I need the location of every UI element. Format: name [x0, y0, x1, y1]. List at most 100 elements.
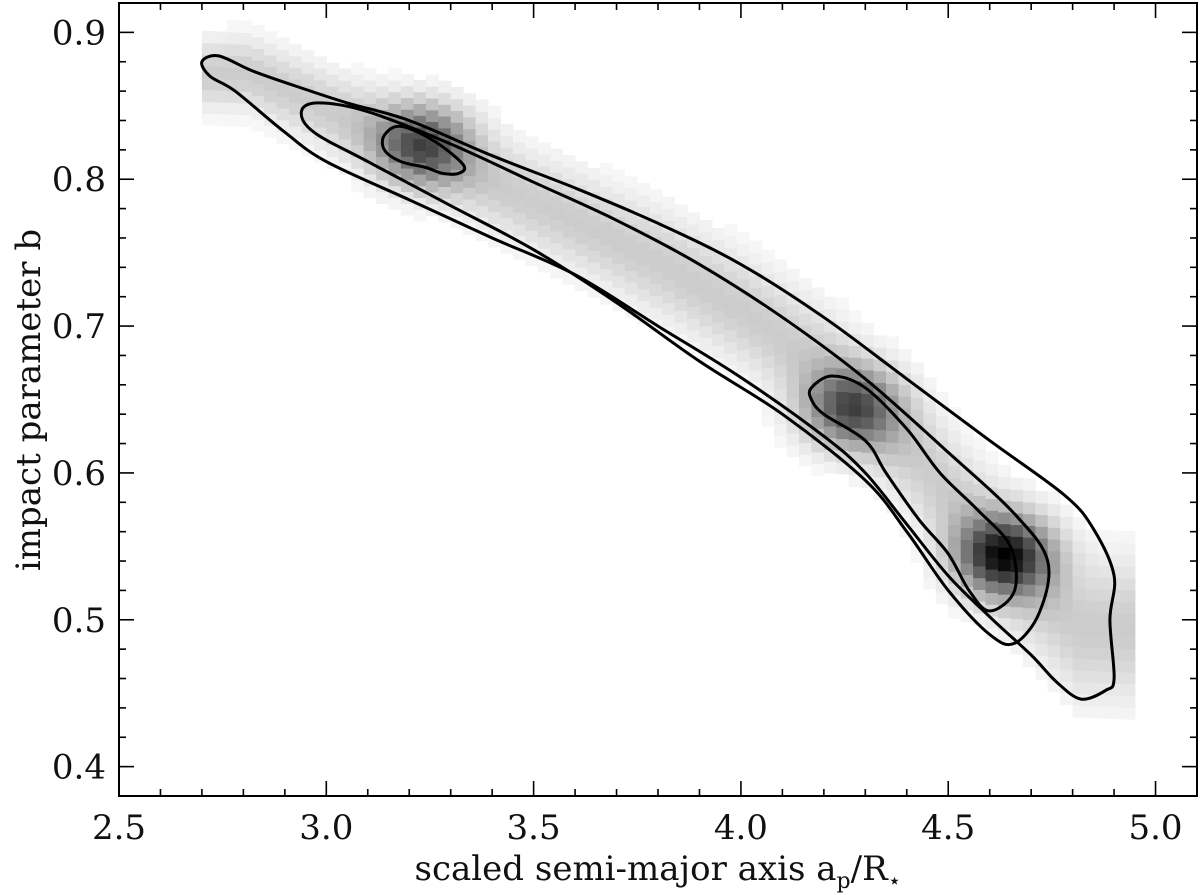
- heatmap-cell: [624, 176, 638, 189]
- heatmap-cell: [388, 91, 402, 104]
- heatmap-cell: [475, 158, 489, 171]
- heatmap-cell: [786, 386, 800, 399]
- heatmap-cell: [973, 436, 987, 449]
- heatmap-cell: [935, 486, 949, 499]
- heatmap-cell: [425, 74, 439, 87]
- heatmap-cell: [960, 562, 974, 576]
- heatmap-cell: [400, 203, 414, 216]
- heatmap-cell: [1035, 514, 1049, 527]
- heatmap-cell: [226, 32, 240, 45]
- heatmap-cell: [687, 271, 700, 284]
- heatmap-cell: [799, 278, 812, 291]
- heatmap-cell: [1109, 530, 1123, 543]
- heatmap-cell: [662, 302, 676, 315]
- heatmap-cell: [525, 230, 539, 243]
- heatmap-cell: [774, 271, 788, 284]
- heatmap-cell: [363, 80, 377, 93]
- heatmap-cell: [500, 217, 514, 231]
- heatmap-cell: [699, 337, 713, 350]
- heatmap-cell: [1060, 622, 1074, 635]
- heatmap-cell: [1060, 645, 1074, 658]
- heatmap-cell: [624, 211, 638, 224]
- heatmap-cell: [425, 86, 439, 99]
- heatmap-cell: [276, 96, 290, 109]
- heatmap-cell: [761, 332, 775, 345]
- heatmap-cell: [761, 320, 775, 333]
- heatmap-cell: [662, 279, 676, 292]
- heatmap-cell: [786, 444, 800, 458]
- heatmap-cell: [537, 154, 551, 167]
- heatmap-cell: [736, 349, 750, 362]
- heatmap-cell: [388, 68, 402, 81]
- heatmap-cell: [873, 441, 887, 454]
- heatmap-cell: [1047, 539, 1061, 552]
- heatmap-cell: [1072, 681, 1086, 694]
- heatmap-cell: [935, 450, 949, 464]
- heatmap-cell: [251, 119, 265, 132]
- heatmap-cell: [289, 67, 302, 80]
- heatmap-cell: [624, 270, 638, 283]
- heatmap-cell: [289, 90, 302, 104]
- heatmap-cell: [823, 390, 837, 403]
- heatmap-cell: [612, 251, 626, 265]
- heatmap-cell: [301, 108, 315, 122]
- heatmap-cell: [724, 259, 738, 272]
- heatmap-cell: [948, 442, 962, 455]
- heatmap-cell: [1047, 609, 1061, 622]
- heatmap-cell: [749, 334, 763, 347]
- heatmap-cell: [488, 141, 501, 154]
- heatmap-cell: [1072, 540, 1086, 554]
- heatmap-cell: [562, 155, 576, 168]
- heatmap-cell: [749, 346, 763, 359]
- heatmap-cell: [861, 358, 875, 371]
- heatmap-cell: [724, 353, 738, 366]
- heatmap-cell: [910, 515, 924, 528]
- heatmap-cell: [898, 360, 912, 374]
- heatmap-cell: [239, 103, 253, 116]
- heatmap-cell: [1109, 624, 1123, 637]
- heatmap-cell: [438, 92, 452, 105]
- heatmap-cell: [512, 212, 526, 225]
- heatmap-cell: [413, 103, 427, 116]
- heatmap-cell: [264, 54, 278, 68]
- heatmap-cell: [488, 188, 501, 201]
- heatmap-cell: [662, 267, 676, 280]
- heatmap-cell: [649, 201, 663, 214]
- heatmap-cell: [985, 533, 999, 547]
- heatmap-cell: [575, 161, 589, 174]
- heatmap-cell: [786, 303, 800, 317]
- heatmap-cell: [998, 488, 1011, 501]
- heatmap-cell: [313, 56, 327, 69]
- heatmap-cell: [612, 169, 626, 182]
- heatmap-cell: [923, 400, 937, 414]
- heatmap-cell: [674, 204, 688, 217]
- heatmap-cell: [289, 55, 302, 68]
- heatmap-cell: [649, 189, 663, 202]
- heatmap-cell: [251, 25, 265, 38]
- heatmap-cell: [413, 150, 427, 163]
- heatmap-cell: [1085, 705, 1099, 719]
- heatmap-cell: [736, 314, 750, 327]
- heatmap-cell: [711, 322, 725, 335]
- heatmap-cell: [948, 501, 962, 514]
- heatmap-cell: [400, 97, 414, 110]
- heatmap-cell: [973, 530, 987, 543]
- heatmap-cell: [500, 206, 514, 219]
- heatmap-cell: [861, 393, 875, 406]
- heatmap-cell: [985, 498, 999, 511]
- heatmap-cell: [1097, 624, 1111, 637]
- heatmap-cell: [1122, 554, 1136, 567]
- heatmap-cell: [985, 451, 999, 464]
- heatmap-cell: [973, 518, 987, 532]
- y-tick-label: 0.6: [52, 454, 106, 494]
- heatmap-cell: [289, 137, 302, 151]
- heatmap-cell: [301, 50, 315, 63]
- contour-middle: [299, 101, 1051, 647]
- heatmap-cell: [525, 195, 539, 208]
- heatmap-cell: [823, 402, 837, 415]
- heatmap-cell: [749, 358, 763, 371]
- heatmap-cell: [898, 490, 912, 503]
- heatmap-cell: [998, 558, 1011, 572]
- heatmap-cell: [998, 464, 1011, 478]
- heatmap-cell: [1072, 552, 1086, 565]
